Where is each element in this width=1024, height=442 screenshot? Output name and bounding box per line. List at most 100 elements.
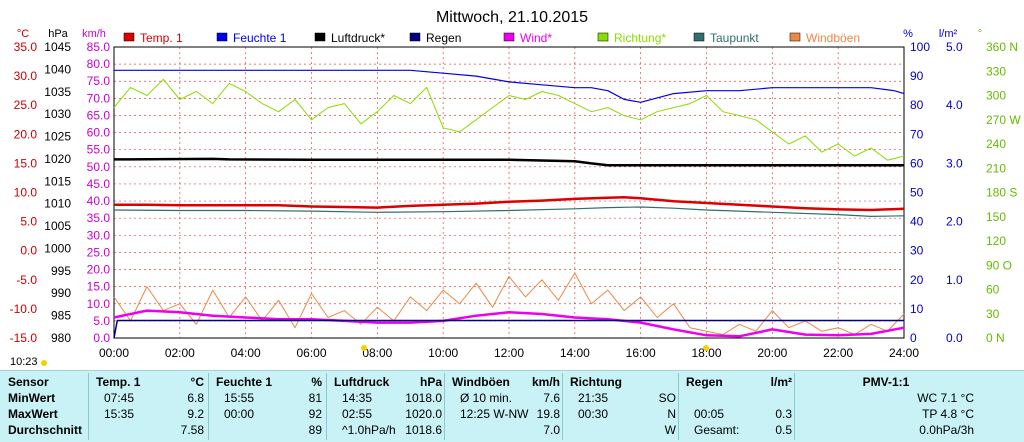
axis-tick-right: 270 W [986,113,1021,127]
axis-tick-right: 0 N [986,331,1005,345]
axis-tick-left: 1040 [44,62,71,76]
stats-avg-value: 0.5 [775,423,792,437]
x-tick-label: 24:00 [889,346,919,360]
stats-max-time: 00:00 [224,407,255,421]
axis-unit-left: °C [17,28,29,40]
series-line-regen [113,319,904,339]
axis-tick-left: 20.0 [87,263,111,277]
stats-max-value: N [667,407,676,421]
legend-swatch [789,32,801,42]
axis-tick-left: 5.0 [20,215,37,229]
axis-unit-left: km/h [82,28,106,40]
axis-tick-left: 30.0 [87,228,111,242]
axis-tick-right: 20 [910,273,924,287]
stats-max-value: 92 [308,407,322,421]
column-separator [444,373,445,440]
legend-swatch [597,32,609,42]
axis-tick-left: 15.0 [87,280,111,294]
series-group [113,69,905,339]
axis-tick-left: 1015 [44,174,71,188]
axis-tick-left: 80.0 [87,57,111,71]
axis-tick-left: 35.0 [87,211,111,225]
axis-tick-right: 5.0 [946,40,963,54]
stats-avg-time: ^1.0hPa/h [342,423,396,437]
axis-tick-left: 1000 [44,241,71,255]
stats-header: Regen [686,375,723,389]
series-line-windb-en [113,272,905,336]
stats-max-time: 00:05 [694,407,725,421]
axis-tick-right: 30 [986,307,1000,321]
axis-tick-left: 980 [51,331,71,345]
stats-header: Richtung [570,375,622,389]
axis-tick-left: 25.0 [14,98,38,112]
axis-tick-left: 30.0 [14,69,38,83]
stats-unit: hPa [419,375,442,389]
x-tick-label: 08:00 [362,346,392,360]
series-line-temp-1 [114,195,905,212]
axis-tick-right: 60 [910,156,924,170]
legend-swatch [216,32,228,42]
plot-frame [113,46,905,339]
axis-tick-left: 1020 [44,152,71,166]
row-label-min: MinWert [8,391,56,405]
row-label-max: MaxWert [8,407,58,421]
axis-tick-left: 15.0 [14,156,38,170]
axis-tick-right: 2.0 [946,215,963,229]
axis-tick-left: 65.0 [87,108,111,122]
axis-tick-right: 80 [910,98,924,112]
axis-tick-left: 0.0 [93,331,110,345]
axis-tick-left: 1045 [44,40,71,54]
axis-tick-left: 40.0 [87,194,111,208]
axis-tick-left: 50.0 [87,160,111,174]
axis-tick-left: 995 [51,264,71,278]
stats-max-value: TP 4.8 °C [922,407,974,421]
legend-label: Temp. 1 [140,31,183,45]
stats-min-time: 15:55 [224,391,255,405]
stats-max-time: 12:25 W-NW [460,407,529,421]
stats-header: Feuchte 1 [216,375,273,389]
x-tick-label: 04:00 [231,346,261,360]
axis-tick-right: 180 S [986,186,1017,200]
weather-chart: Mittwoch, 21.10.2015 °C35.030.025.020.01… [10,9,1022,366]
stats-max-time: 02:55 [342,407,373,421]
stats-header: PMV-1:1 [862,375,910,389]
stats-avg-time: Gesamt: [694,423,740,437]
axis-tick-right: 360 N [986,40,1018,54]
series-line-taupunkt [113,206,905,217]
axis-tick-left: 55.0 [87,143,111,157]
x-tick-label: 00:00 [99,346,129,360]
axis-tick-left: -15.0 [10,331,38,345]
sunrise-marker [361,345,367,351]
axis-tick-right: 90 O [986,258,1012,272]
stats-avg-value: 89 [308,423,322,437]
stats-column: Feuchte 1% 15:55 81 00:00 92 89 [212,371,322,442]
axis-tick-left: 60.0 [87,126,111,140]
column-separator [794,373,795,440]
legend-swatch [123,32,135,42]
legend-label: Taupunkt [710,31,759,45]
axes: °C35.030.025.020.015.010.05.00.0-5.0-10.… [10,28,1022,345]
axis-tick-right: 30 [910,244,924,258]
axis-tick-right: 3.0 [946,156,963,170]
axis-tick-right: 300 [986,89,1006,103]
stats-avg-value: 7.58 [180,423,204,437]
stats-unit: l/m² [770,375,792,389]
series-line-richtung [113,78,905,161]
stats-max-time: 15:35 [104,407,135,421]
axis-tick-right: 150 [986,210,1006,224]
axis-tick-left: 35.0 [14,40,38,54]
legend-swatch [693,32,705,42]
legend: Temp. 1 Feuchte 1 Luftdruck* Regen Wind* Rich… [123,31,860,45]
stats-avg-value: 0.0hPa/3h [919,423,974,437]
axis-tick-left: 10.0 [87,297,111,311]
sunset-marker [703,345,709,351]
axis-tick-right: 4.0 [946,98,963,112]
column-separator [208,373,209,440]
legend-label: Wind* [520,31,552,45]
x-tick-label: 16:00 [626,346,656,360]
legend-label: Feuchte 1 [233,31,287,45]
stats-min-value: 7.6 [543,391,560,405]
stats-min-value: WC 7.1 °C [917,391,974,405]
x-tick-label: 20:00 [757,346,787,360]
series-line-feuchte-1 [114,69,905,103]
